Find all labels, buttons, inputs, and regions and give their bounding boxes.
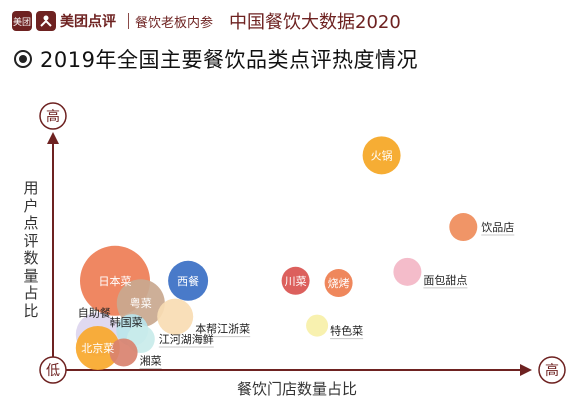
bubble-label-7: 西餐 [177, 274, 199, 288]
bubble-1 [449, 213, 478, 242]
bubble-2 [393, 257, 422, 286]
origin-low-badge [39, 356, 67, 384]
bubble-13 [75, 326, 120, 370]
x-axis-label: 餐饮门店数量占比 [237, 380, 357, 398]
bubble-5 [306, 314, 329, 337]
bubble-label-5: 特色菜 [330, 324, 363, 338]
origin-low-label: 低 [46, 363, 60, 379]
header-divider [128, 13, 129, 29]
header: 美团 美团点评 餐饮老板内参 中国餐饮大数据2020 [12, 6, 567, 36]
bubble-label-3: 川菜 [285, 275, 307, 288]
x-axis-high-label: 高 [545, 362, 559, 379]
bubble-7 [168, 260, 209, 301]
bubble-label-10: 自助餐 [78, 306, 111, 320]
x-axis-arrow [520, 364, 532, 376]
bubble-3 [281, 266, 310, 295]
bubble-label-2: 面包甜点 [423, 274, 467, 287]
y-axis-arrow [47, 132, 59, 144]
bubble-label-8: 粤菜 [130, 296, 152, 310]
bubble-layer [75, 136, 478, 370]
chart-title-row: 2019年全国主要餐饮品类点评热度情况 [14, 44, 418, 74]
bubble-4 [324, 269, 353, 298]
x-axis-high-badge [538, 356, 566, 384]
bubble-label-13: 北京菜 [81, 341, 114, 355]
bubble-label-14: 湘菜 [140, 353, 162, 367]
y-axis-high-label: 高 [46, 108, 60, 125]
bubble-9 [157, 298, 194, 335]
meituan-logo: 美团 [12, 11, 32, 31]
bubble-label-0: 火锅 [371, 149, 393, 162]
bubble-14 [109, 338, 138, 367]
bubble-label-11: 韩国菜 [110, 315, 143, 329]
bubble-label-4: 烧烤 [328, 276, 350, 290]
chart-title: 2019年全国主要餐饮品类点评热度情况 [40, 48, 418, 72]
bubble-label-9: 本帮江浙菜 [195, 322, 250, 336]
bullet-icon [14, 50, 32, 68]
dianping-logo-icon [36, 11, 56, 31]
sub-brand-name: 餐饮老板内参 [135, 15, 214, 31]
y-axis-label: 用户点评数量占比 [23, 179, 39, 320]
bubble-label-12: 江河湖海鲜 [159, 332, 214, 346]
report-title: 中国餐饮大数据2020 [229, 12, 401, 33]
bubble-0 [362, 136, 401, 175]
bubble-label-6: 日本菜 [99, 274, 132, 288]
brand-name: 美团点评 [60, 14, 116, 30]
y-axis-high-badge [39, 102, 67, 130]
bubble-label-1: 饮品店 [481, 220, 514, 234]
